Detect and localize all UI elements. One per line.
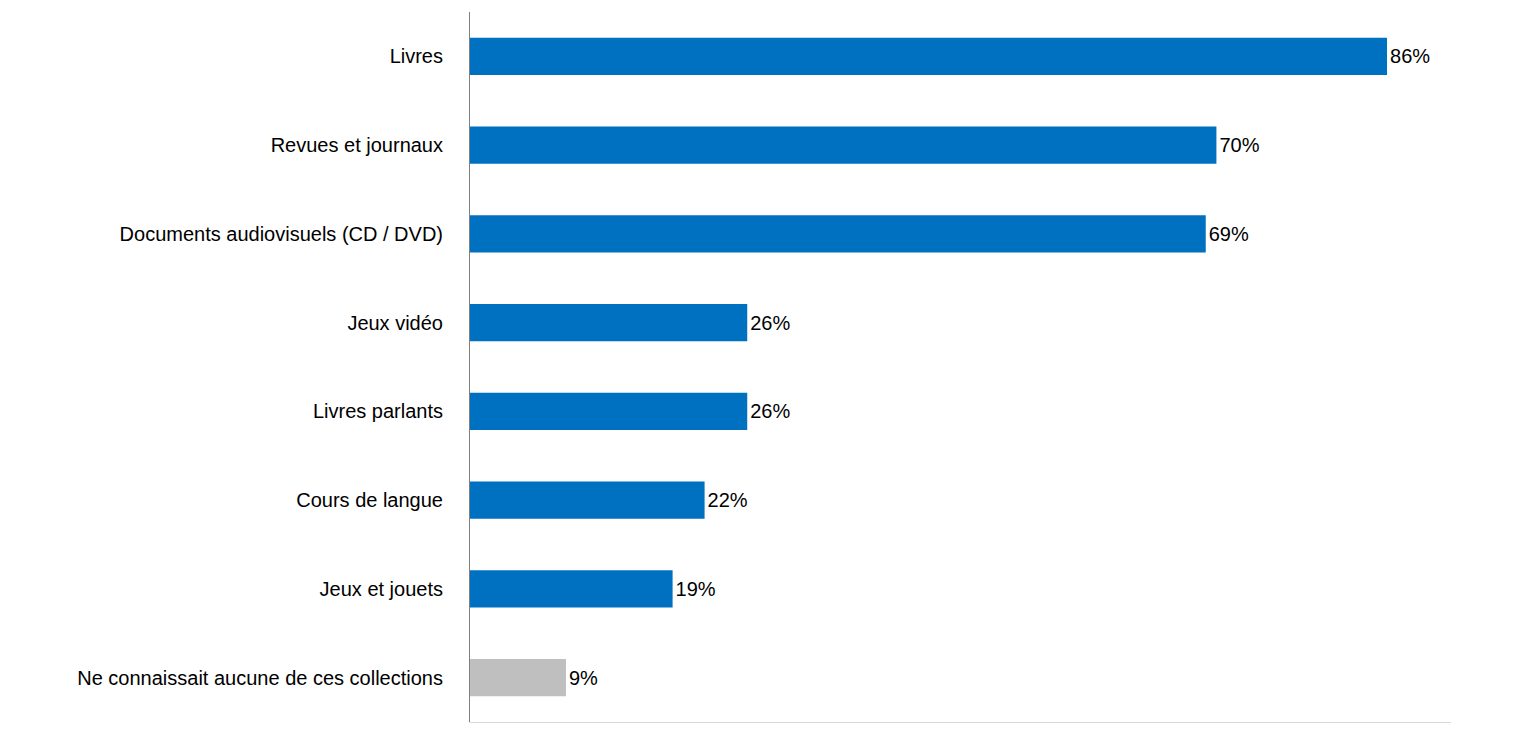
svg-text:86%: 86% (1390, 45, 1430, 67)
svg-text:Cours de langue: Cours de langue (296, 489, 443, 511)
svg-text:22%: 22% (708, 489, 748, 511)
svg-text:19%: 19% (676, 578, 716, 600)
svg-text:26%: 26% (750, 312, 790, 334)
svg-text:69%: 69% (1209, 223, 1249, 245)
svg-text:Livres: Livres (390, 45, 443, 67)
svg-text:70%: 70% (1219, 134, 1259, 156)
svg-text:Revues et journaux: Revues et journaux (271, 134, 443, 156)
svg-text:9%: 9% (569, 667, 598, 689)
svg-text:Jeux et jouets: Jeux et jouets (320, 578, 443, 600)
svg-text:26%: 26% (750, 400, 790, 422)
svg-text:Ne connaissait aucune de ces c: Ne connaissait aucune de ces collections (77, 667, 443, 689)
svg-text:Jeux vidéo: Jeux vidéo (347, 312, 443, 334)
svg-text:Livres parlants: Livres parlants (313, 400, 443, 422)
svg-text:Documents audiovisuels (CD / D: Documents audiovisuels (CD / DVD) (120, 223, 443, 245)
